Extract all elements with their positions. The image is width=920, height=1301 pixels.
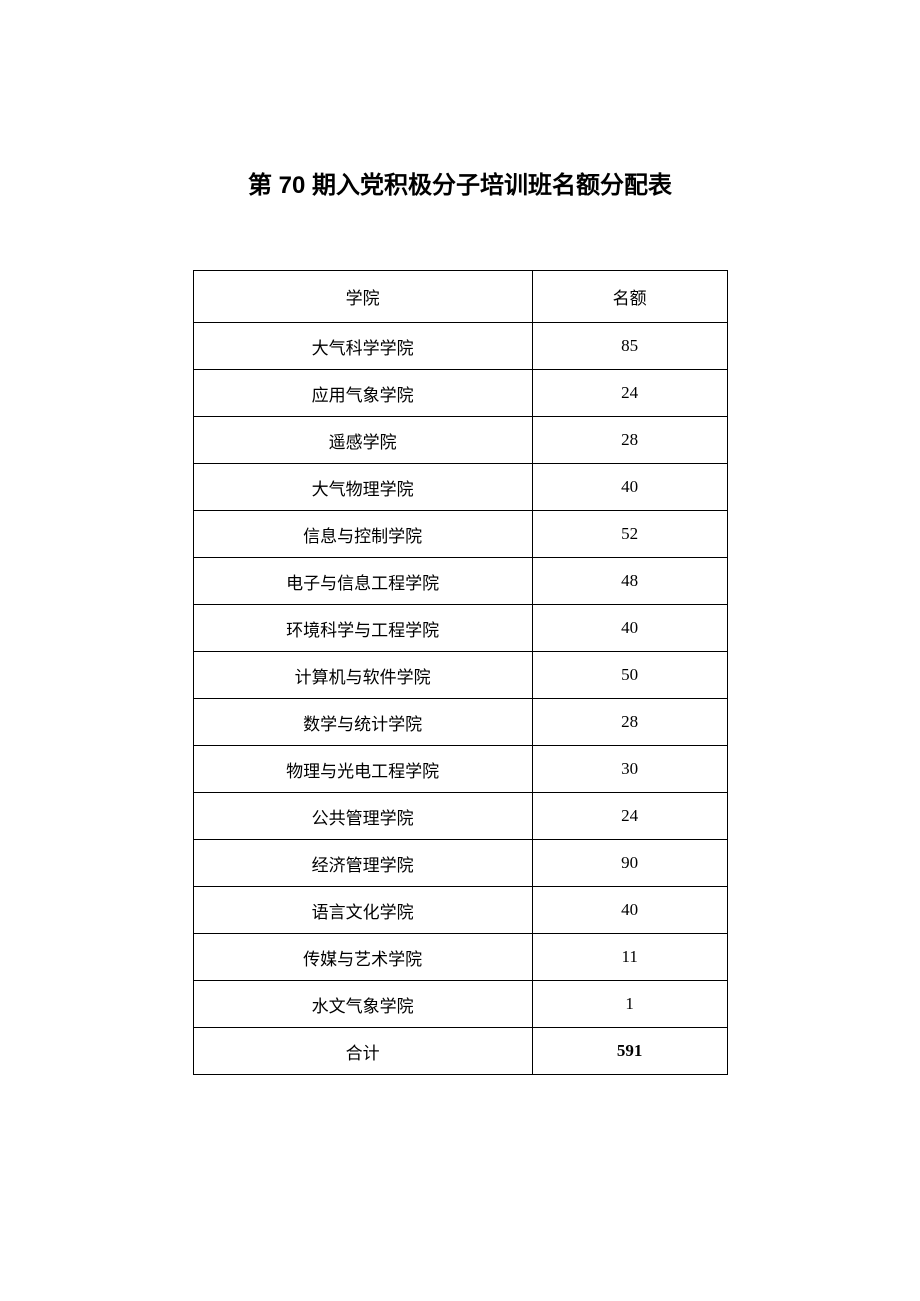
- table-header-row: 学院 名额: [193, 271, 727, 323]
- college-name: 大气科学学院: [193, 323, 532, 370]
- college-quota: 40: [532, 464, 727, 511]
- college-quota: 85: [532, 323, 727, 370]
- college-name: 环境科学与工程学院: [193, 605, 532, 652]
- college-quota: 50: [532, 652, 727, 699]
- college-name: 大气物理学院: [193, 464, 532, 511]
- table-row: 遥感学院 28: [193, 417, 727, 464]
- college-name: 物理与光电工程学院: [193, 746, 532, 793]
- table-row: 经济管理学院 90: [193, 840, 727, 887]
- table-total-row: 合计 591: [193, 1028, 727, 1075]
- college-quota: 40: [532, 887, 727, 934]
- header-college: 学院: [193, 271, 532, 323]
- table-row: 大气科学学院 85: [193, 323, 727, 370]
- college-name: 语言文化学院: [193, 887, 532, 934]
- college-quota: 52: [532, 511, 727, 558]
- college-name: 信息与控制学院: [193, 511, 532, 558]
- college-quota: 30: [532, 746, 727, 793]
- college-quota: 24: [532, 370, 727, 417]
- table-row: 数学与统计学院 28: [193, 699, 727, 746]
- college-name: 应用气象学院: [193, 370, 532, 417]
- college-name: 水文气象学院: [193, 981, 532, 1028]
- college-quota: 1: [532, 981, 727, 1028]
- table-row: 计算机与软件学院 50: [193, 652, 727, 699]
- header-quota: 名额: [532, 271, 727, 323]
- total-value: 591: [532, 1028, 727, 1075]
- table-row: 信息与控制学院 52: [193, 511, 727, 558]
- college-quota: 28: [532, 699, 727, 746]
- table-row: 大气物理学院 40: [193, 464, 727, 511]
- college-name: 遥感学院: [193, 417, 532, 464]
- college-quota: 11: [532, 934, 727, 981]
- total-label: 合计: [193, 1028, 532, 1075]
- college-quota: 28: [532, 417, 727, 464]
- table-row: 传媒与艺术学院 11: [193, 934, 727, 981]
- college-name: 数学与统计学院: [193, 699, 532, 746]
- table-row: 电子与信息工程学院 48: [193, 558, 727, 605]
- college-name: 传媒与艺术学院: [193, 934, 532, 981]
- table-row: 物理与光电工程学院 30: [193, 746, 727, 793]
- college-quota: 48: [532, 558, 727, 605]
- college-quota: 40: [532, 605, 727, 652]
- college-name: 电子与信息工程学院: [193, 558, 532, 605]
- college-name: 公共管理学院: [193, 793, 532, 840]
- table-row: 应用气象学院 24: [193, 370, 727, 417]
- table-row: 水文气象学院 1: [193, 981, 727, 1028]
- page-title: 第 70 期入党积极分子培训班名额分配表: [0, 165, 920, 200]
- quota-table: 学院 名额 大气科学学院 85 应用气象学院 24 遥感学院 28 大气物理学院…: [193, 270, 728, 1075]
- table-row: 环境科学与工程学院 40: [193, 605, 727, 652]
- college-quota: 24: [532, 793, 727, 840]
- table-row: 语言文化学院 40: [193, 887, 727, 934]
- college-name: 计算机与软件学院: [193, 652, 532, 699]
- college-quota: 90: [532, 840, 727, 887]
- table-row: 公共管理学院 24: [193, 793, 727, 840]
- college-name: 经济管理学院: [193, 840, 532, 887]
